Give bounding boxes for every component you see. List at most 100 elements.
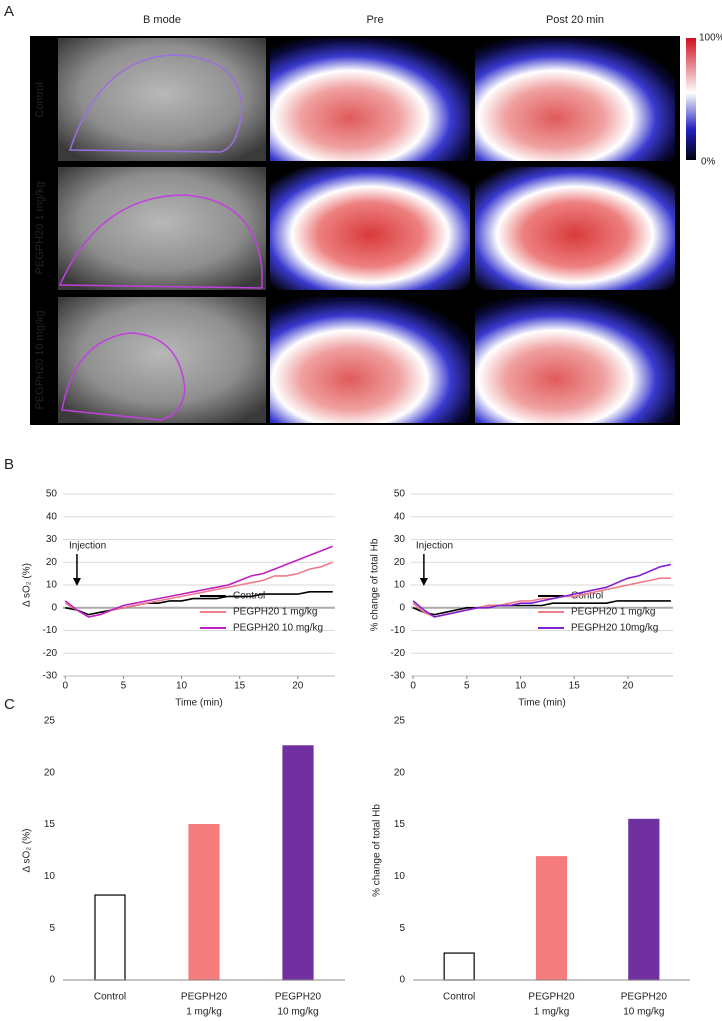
y-tick-label: 10 [394,580,406,591]
image-panel: B mode Pre Post 20 min Control PEGPH20 1… [30,14,722,425]
bar [94,894,126,981]
y-tick-label: 40 [46,511,58,522]
x-tick-label: PEGPH20 [621,992,668,1003]
colorbar-label: 0% [701,157,716,168]
y-tick-label: 25 [394,716,406,727]
legend-label: Control [233,591,265,602]
bmode-image [58,38,266,161]
y-tick-label: 15 [394,819,406,830]
pa-image [270,297,470,423]
legend-label: PEGPH20 1 mg/kg [571,607,655,618]
x-tick-label: Control [94,992,126,1003]
pa-image [475,38,675,161]
arrow-head [72,578,81,586]
legend-label: PEGPH20 10 mg/kg [233,623,323,634]
y-tick-label: 20 [46,557,58,568]
roi-outline [61,332,186,421]
pa-image [270,167,470,290]
x-axis-label: Time (min) [175,698,222,709]
column-header: Post 20 min [546,14,604,26]
annotation: Injection [416,541,453,552]
x-tick-label: PEGPH20 [528,992,575,1003]
series-line [64,545,333,618]
y-tick-label: 0 [49,975,55,986]
bar [443,952,475,981]
x-tick-label: 15 [569,681,581,692]
row-label: PEGPH20 1 mg/kg [34,182,46,275]
x-tick-label: 5 [464,681,470,692]
y-axis-label: Δ sO₂ (%) [22,829,33,873]
y-tick-label: 40 [394,511,406,522]
x-tick-label: 10 mg/kg [277,1007,318,1018]
bar [282,745,314,981]
x-tick-label: 5 [121,681,127,692]
y-tick-label: -30 [43,671,58,682]
x-tick-label: 15 [234,681,246,692]
x-tick-label: 10 [515,681,527,692]
y-tick-label: 30 [394,534,406,545]
x-tick-label: 10 mg/kg [623,1007,664,1018]
colorbar [686,38,696,160]
y-axis-label: % change of total Hb [370,538,381,631]
x-tick-label: 0 [410,681,416,692]
panel-label: B [4,456,14,473]
image-grid [58,38,675,423]
y-tick-label: 25 [44,716,56,727]
y-axis-label: Δ sO₂ (%) [22,563,33,607]
y-tick-label: 20 [44,767,56,778]
series-line [412,600,671,616]
panel-label: C [4,696,15,713]
y-tick-label: 10 [44,871,56,882]
y-tick-label: 5 [399,923,405,934]
arrow-head [419,578,428,586]
row-label: Control [34,82,46,117]
x-tick-label: 10 [176,681,188,692]
series-line [412,563,672,618]
y-tick-label: 50 [46,489,58,500]
x-tick-label: 20 [622,681,634,692]
y-tick-label: 50 [394,489,406,500]
pa-image [475,167,675,290]
pa-image [270,38,470,161]
column-header: Pre [366,14,383,26]
legend-label: Control [571,591,603,602]
y-tick-label: 0 [51,602,57,613]
x-tick-label: PEGPH20 [275,992,322,1003]
colorbar-label: 100% [699,33,722,44]
x-tick-label: 1 mg/kg [534,1007,570,1018]
y-tick-label: 15 [44,819,56,830]
x-tick-label: Control [443,992,475,1003]
bar [628,818,660,981]
y-tick-label: 10 [394,871,406,882]
column-header: B mode [143,14,181,26]
y-tick-label: 0 [399,975,405,986]
y-tick-label: -10 [43,625,58,636]
x-tick-label: 1 mg/kg [186,1007,222,1018]
y-tick-label: 20 [394,557,406,568]
pa-image [475,297,675,423]
y-tick-label: -20 [43,648,58,659]
bmode-image [58,297,266,423]
y-tick-label: 0 [399,602,405,613]
y-tick-label: -10 [391,625,406,636]
bmode-image [58,167,266,290]
y-tick-label: 10 [46,580,58,591]
y-tick-label: 5 [49,923,55,934]
y-tick-label: -20 [391,648,406,659]
x-tick-label: 20 [292,681,304,692]
legend-label: PEGPH20 10mg/kg [571,623,658,634]
bar [188,823,220,981]
bar [535,856,568,981]
y-tick-label: -30 [391,671,406,682]
y-tick-label: 20 [394,767,406,778]
panel-label: A [4,3,14,20]
x-tick-label: 0 [63,681,69,692]
annotation: Injection [69,541,106,552]
roi-outline [68,54,243,153]
roi-outline [58,194,263,289]
legend-label: PEGPH20 1 mg/kg [233,607,317,618]
row-label: PEGPH20 10 mg/kg [34,310,46,409]
y-axis-label: % change of total Hb [372,804,383,897]
x-axis-label: Time (min) [518,698,565,709]
